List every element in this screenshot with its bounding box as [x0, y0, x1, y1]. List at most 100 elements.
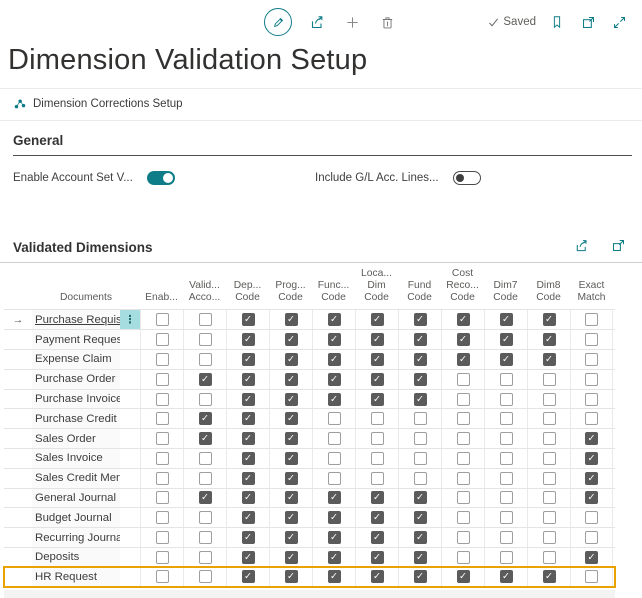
- grid-checkbox-cell[interactable]: [355, 449, 398, 468]
- checkbox-checked-icon[interactable]: ✓: [585, 432, 598, 446]
- expand-button[interactable]: [609, 12, 629, 32]
- grid-checkbox-cell[interactable]: [484, 369, 527, 389]
- checkbox-unchecked-icon[interactable]: [499, 471, 513, 485]
- checkbox-unchecked-icon[interactable]: [456, 550, 470, 564]
- checkbox-checked-icon[interactable]: ✓: [370, 313, 384, 327]
- checkbox-checked-icon[interactable]: ✓: [284, 451, 298, 465]
- grid-checkbox-cell[interactable]: [312, 409, 355, 429]
- grid-checkbox-cell[interactable]: [441, 449, 484, 468]
- checkbox-unchecked-icon[interactable]: [456, 372, 470, 386]
- column-header-documents[interactable]: Documents: [59, 292, 113, 304]
- grid-checkbox-cell[interactable]: ✓: [226, 350, 269, 369]
- checkbox-checked-icon[interactable]: ✓: [327, 550, 341, 564]
- grid-checkbox-cell[interactable]: ✓: [269, 449, 312, 468]
- grid-checkbox-cell[interactable]: ✓: [398, 547, 441, 567]
- checkbox-checked-icon[interactable]: ✓: [542, 333, 556, 347]
- grid-checkbox-cell[interactable]: [441, 429, 484, 448]
- checkbox-unchecked-icon[interactable]: [456, 511, 470, 525]
- checkbox-checked-icon[interactable]: ✓: [284, 491, 298, 505]
- grid-checkbox-cell[interactable]: ✓: [269, 429, 312, 448]
- checkbox-unchecked-icon[interactable]: [155, 412, 169, 426]
- checkbox-checked-icon[interactable]: ✓: [241, 372, 255, 386]
- grid-share-button[interactable]: [571, 235, 591, 255]
- checkbox-checked-icon[interactable]: ✓: [456, 570, 470, 584]
- grid-checkbox-cell[interactable]: ✓: [527, 567, 570, 586]
- checkbox-unchecked-icon[interactable]: [370, 412, 384, 426]
- checkbox-checked-icon[interactable]: ✓: [456, 313, 470, 327]
- checkbox-checked-icon[interactable]: ✓: [241, 432, 255, 446]
- document-name-cell[interactable]: Purchase Invoice: [32, 389, 120, 409]
- document-name-cell[interactable]: HR Request: [32, 567, 120, 586]
- checkbox-checked-icon[interactable]: ✓: [284, 333, 298, 347]
- grid-checkbox-cell[interactable]: [183, 567, 226, 586]
- grid-checkbox-cell[interactable]: [441, 488, 484, 508]
- checkbox-checked-icon[interactable]: ✓: [370, 372, 384, 386]
- checkbox-unchecked-icon[interactable]: [585, 313, 598, 327]
- grid-checkbox-cell[interactable]: [527, 369, 570, 389]
- checkbox-unchecked-icon[interactable]: [585, 531, 598, 545]
- grid-checkbox-cell[interactable]: [441, 508, 484, 528]
- grid-checkbox-cell[interactable]: ✓: [570, 429, 613, 448]
- checkbox-checked-icon[interactable]: ✓: [284, 511, 298, 525]
- checkbox-checked-icon[interactable]: ✓: [284, 432, 298, 446]
- grid-checkbox-cell[interactable]: [398, 429, 441, 448]
- grid-checkbox-cell[interactable]: [527, 429, 570, 448]
- checkbox-checked-icon[interactable]: ✓: [370, 550, 384, 564]
- grid-checkbox-cell[interactable]: ✓: [484, 350, 527, 369]
- checkbox-unchecked-icon[interactable]: [155, 570, 169, 584]
- grid-checkbox-cell[interactable]: [484, 468, 527, 488]
- column-header[interactable]: Prog... Code: [275, 280, 306, 304]
- grid-checkbox-cell[interactable]: ✓: [269, 468, 312, 488]
- grid-checkbox-cell[interactable]: [312, 468, 355, 488]
- grid-checkbox-cell[interactable]: ✓: [226, 429, 269, 448]
- grid-checkbox-cell[interactable]: ✓: [226, 409, 269, 429]
- grid-checkbox-cell[interactable]: ✓: [226, 330, 269, 350]
- checkbox-unchecked-icon[interactable]: [198, 550, 212, 564]
- grid-checkbox-cell[interactable]: [441, 409, 484, 429]
- grid-checkbox-cell[interactable]: [441, 369, 484, 389]
- grid-checkbox-cell[interactable]: ✓: [312, 350, 355, 369]
- checkbox-checked-icon[interactable]: ✓: [413, 372, 427, 386]
- grid-checkbox-cell[interactable]: ✓: [226, 488, 269, 508]
- column-header[interactable]: Func... Code: [317, 280, 350, 304]
- column-header[interactable]: Fund Code: [407, 280, 432, 304]
- grid-checkbox-cell[interactable]: ✓: [226, 449, 269, 468]
- checkbox-checked-icon[interactable]: ✓: [499, 352, 513, 366]
- checkbox-unchecked-icon[interactable]: [413, 432, 427, 446]
- grid-checkbox-cell[interactable]: [570, 310, 613, 330]
- grid-checkbox-cell[interactable]: ✓: [226, 369, 269, 389]
- grid-checkbox-cell[interactable]: ✓: [269, 369, 312, 389]
- checkbox-checked-icon[interactable]: ✓: [241, 392, 255, 406]
- row-options-menu[interactable]: ⋮: [120, 310, 140, 330]
- grid-checkbox-cell[interactable]: [570, 369, 613, 389]
- grid-checkbox-cell[interactable]: [140, 310, 183, 330]
- grid-checkbox-cell[interactable]: [570, 409, 613, 429]
- checkbox-checked-icon[interactable]: ✓: [413, 392, 427, 406]
- checkbox-checked-icon[interactable]: ✓: [327, 392, 341, 406]
- grid-checkbox-cell[interactable]: ✓: [441, 567, 484, 586]
- delete-button[interactable]: [377, 12, 397, 32]
- grid-checkbox-cell[interactable]: ✓: [183, 429, 226, 448]
- grid-checkbox-cell[interactable]: [527, 389, 570, 409]
- checkbox-checked-icon[interactable]: ✓: [284, 550, 298, 564]
- grid-checkbox-cell[interactable]: ✓: [226, 508, 269, 528]
- grid-checkbox-cell[interactable]: ✓: [527, 310, 570, 330]
- document-name-cell[interactable]: General Journal: [32, 488, 120, 508]
- checkbox-unchecked-icon[interactable]: [499, 491, 513, 505]
- grid-checkbox-cell[interactable]: [183, 508, 226, 528]
- checkbox-unchecked-icon[interactable]: [585, 570, 598, 584]
- grid-checkbox-cell[interactable]: ✓: [398, 310, 441, 330]
- checkbox-unchecked-icon[interactable]: [542, 432, 556, 446]
- checkbox-checked-icon[interactable]: ✓: [284, 313, 298, 327]
- grid-checkbox-cell[interactable]: ✓: [441, 310, 484, 330]
- checkbox-unchecked-icon[interactable]: [155, 511, 169, 525]
- grid-checkbox-cell[interactable]: ✓: [355, 369, 398, 389]
- document-name-cell[interactable]: Purchase Order: [32, 369, 120, 389]
- grid-checkbox-cell[interactable]: [398, 409, 441, 429]
- grid-checkbox-cell[interactable]: ✓: [269, 310, 312, 330]
- grid-checkbox-cell[interactable]: ✓: [183, 488, 226, 508]
- checkbox-unchecked-icon[interactable]: [155, 372, 169, 386]
- grid-checkbox-cell[interactable]: ✓: [398, 567, 441, 586]
- grid-checkbox-cell[interactable]: [398, 468, 441, 488]
- grid-checkbox-cell[interactable]: ✓: [312, 528, 355, 547]
